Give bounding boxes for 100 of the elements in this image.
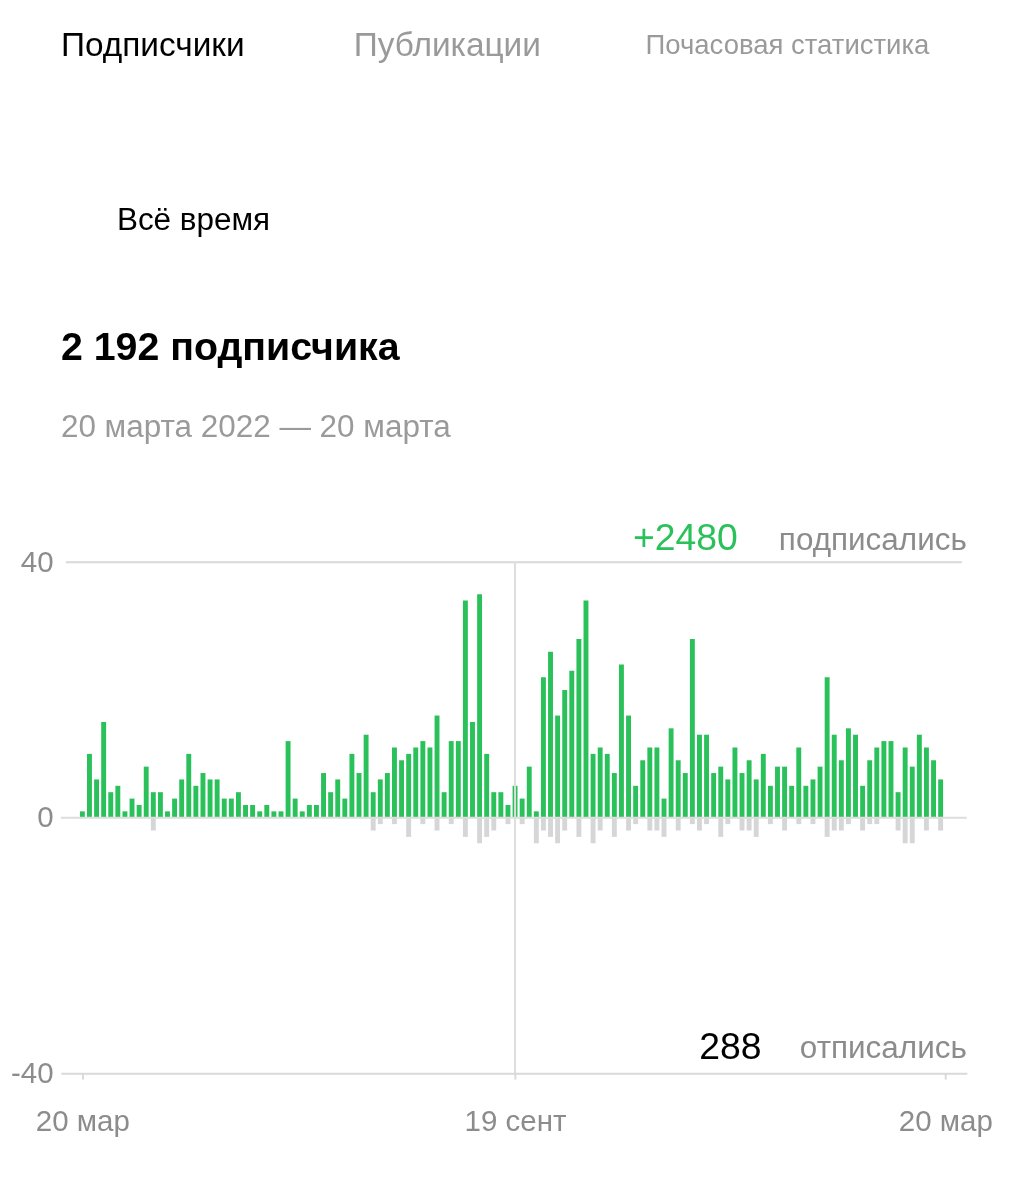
chart-title: 2 192 подписчика	[60, 323, 401, 368]
bar	[697, 734, 702, 818]
annotation: 288	[699, 1025, 762, 1068]
bar	[172, 798, 178, 818]
bar	[228, 798, 234, 818]
bar	[753, 779, 759, 818]
text: Почасовая статистика	[645, 29, 931, 61]
x-tick-label: 19 сент	[464, 1103, 567, 1137]
bar	[931, 760, 936, 818]
bar	[491, 792, 497, 818]
bar	[335, 779, 341, 818]
bar	[448, 741, 454, 818]
text: Публикации	[353, 26, 541, 64]
bar	[775, 766, 780, 818]
bar	[406, 753, 412, 818]
bar	[186, 753, 192, 818]
bar	[562, 690, 568, 818]
bar	[916, 734, 922, 818]
bar	[455, 741, 461, 818]
bar	[321, 773, 326, 818]
bar	[370, 792, 376, 818]
bar	[462, 600, 468, 818]
bar	[363, 734, 369, 818]
bar	[555, 715, 561, 818]
bar	[590, 753, 596, 818]
bar	[824, 677, 830, 818]
bar	[789, 785, 795, 818]
bar	[853, 734, 858, 818]
bar	[654, 747, 660, 818]
bar	[94, 779, 100, 818]
bar	[640, 760, 646, 818]
bar	[626, 715, 631, 818]
bar	[782, 766, 788, 818]
y-tick-label: 40	[20, 544, 54, 578]
bar	[157, 792, 163, 818]
bar	[845, 728, 851, 818]
bar	[881, 741, 887, 818]
bar	[384, 773, 390, 818]
bar	[909, 766, 915, 818]
bar	[611, 773, 617, 818]
bar	[342, 798, 348, 818]
bar	[143, 766, 149, 818]
bar	[250, 804, 256, 818]
bar	[441, 792, 447, 818]
bar	[540, 677, 546, 818]
bar	[399, 760, 405, 818]
bar	[746, 760, 752, 818]
bar	[328, 792, 334, 818]
bar	[682, 773, 688, 818]
bar	[477, 594, 483, 818]
text: +2480	[633, 516, 738, 559]
text: Всё время	[116, 202, 271, 238]
chart-subtitle: 20 марта 2022 — 20 марта	[60, 408, 452, 444]
bar	[923, 747, 929, 818]
bar	[576, 638, 582, 818]
bar	[860, 785, 866, 818]
bar	[569, 670, 575, 818]
bar	[349, 753, 355, 818]
bar	[108, 792, 114, 818]
bar	[817, 766, 823, 818]
bar	[725, 779, 731, 818]
bar	[214, 779, 220, 818]
bar	[235, 792, 241, 818]
bar	[597, 747, 603, 818]
bar	[264, 804, 270, 818]
bar	[760, 753, 766, 818]
bar	[647, 747, 653, 818]
text: Подписчики	[60, 26, 245, 64]
bar	[519, 798, 525, 818]
bar	[831, 734, 837, 818]
bar	[420, 741, 426, 818]
bar	[207, 779, 213, 818]
bar	[115, 785, 121, 818]
bar	[711, 773, 717, 818]
bar	[689, 638, 695, 818]
text: подписались	[778, 521, 967, 557]
x-tick-label: 20 мар	[35, 1103, 130, 1137]
bar	[498, 792, 504, 818]
bar	[306, 804, 312, 818]
bar	[633, 785, 639, 818]
bar	[668, 728, 674, 818]
bar	[796, 747, 802, 818]
bar	[604, 753, 610, 818]
bar	[732, 747, 738, 818]
bar	[292, 798, 298, 818]
x-tick-label: 20 мар	[898, 1103, 993, 1137]
bar	[938, 779, 944, 818]
bar	[101, 721, 107, 818]
bar	[618, 664, 624, 818]
bar	[392, 747, 397, 818]
bar	[243, 804, 248, 818]
y-tick-label: 0	[37, 800, 54, 834]
bar	[767, 785, 773, 818]
bar	[484, 753, 490, 818]
bar	[902, 747, 908, 818]
bar	[810, 779, 816, 818]
bar	[150, 792, 156, 818]
bar	[313, 804, 319, 818]
bar	[548, 651, 553, 818]
bar	[704, 734, 710, 818]
